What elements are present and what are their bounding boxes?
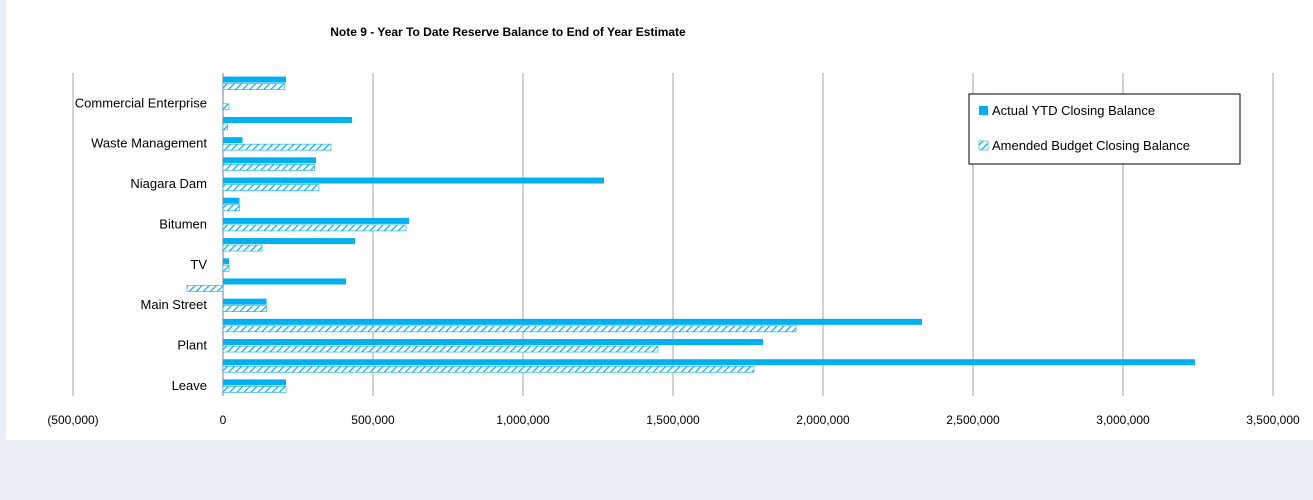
bar-budget [222,244,263,252]
category-label: Main Street [141,297,208,312]
bar-budget [222,325,797,333]
x-tick-label: 2,500,000 [946,413,1000,427]
x-tick-label: 3,500,000 [1246,413,1300,427]
bar-actual [223,217,409,224]
bars [186,76,1195,393]
bar-budget [222,264,230,272]
legend-box [968,93,1241,165]
x-tick-label: 500,000 [351,413,395,427]
category-label: TV [190,257,207,272]
bar-budget [222,204,240,212]
x-tick-labels: (500,000) 0 500,000 1,000,000 1,500,000 2,000… [47,413,1300,427]
category-label: Commercial Enterprise [75,95,207,110]
bar-actual [223,379,286,386]
chart-title: Note 9 - Year To Date Reserve Balance to… [330,25,686,39]
bar-actual [223,197,240,204]
bar-budget [222,365,755,373]
bar-actual [223,116,352,123]
x-tick-label: 1,500,000 [646,413,700,427]
bar-budget [222,103,230,111]
bar-budget [222,345,659,353]
bar-budget [222,386,287,393]
legend-label-actual: Actual YTD Closing Balance [992,103,1155,118]
category-label: Plant [177,338,207,353]
bar-actual [223,258,229,265]
x-tick-label: 3,000,000 [1096,413,1150,427]
bar-actual [223,177,604,184]
bar-actual [223,137,243,144]
bar-actual [223,359,1195,366]
bar-budget [222,123,228,131]
category-label: Leave [172,378,207,393]
bar-actual [223,238,355,245]
bar-actual [223,339,763,346]
chart-panel: Note 9 - Year To Date Reserve Balance to… [6,0,1313,440]
bar-budget [222,143,332,151]
x-tick-label: 2,000,000 [796,413,850,427]
legend-swatch-actual [979,106,988,115]
category-label: Waste Management [91,136,207,151]
legend-swatch-budget [978,140,989,151]
category-label: Niagara Dam [130,176,207,191]
x-tick-label: 1,000,000 [496,413,550,427]
x-tick-label: (500,000) [47,413,98,427]
legend: Actual YTD Closing Balance Amended Budge… [968,93,1241,165]
bar-actual [223,157,316,164]
bar-actual [223,76,286,83]
bar-actual [223,298,267,305]
bar-actual [223,96,224,103]
bar-budget [222,184,320,191]
bar-actual [223,278,346,285]
bar-budget [222,83,285,90]
bar-budget [186,285,224,292]
bar-budget [222,224,407,232]
bar-actual [223,318,922,325]
bar-chart: Note 9 - Year To Date Reserve Balance to… [47,25,1300,427]
legend-label-budget: Amended Budget Closing Balance [992,138,1190,153]
category-labels: Commercial Enterprise Waste Management Nia… [75,95,208,393]
bar-budget [222,164,315,171]
category-label: Bitumen [159,216,207,231]
bar-budget [222,305,267,312]
x-tick-label: 0 [220,413,227,427]
